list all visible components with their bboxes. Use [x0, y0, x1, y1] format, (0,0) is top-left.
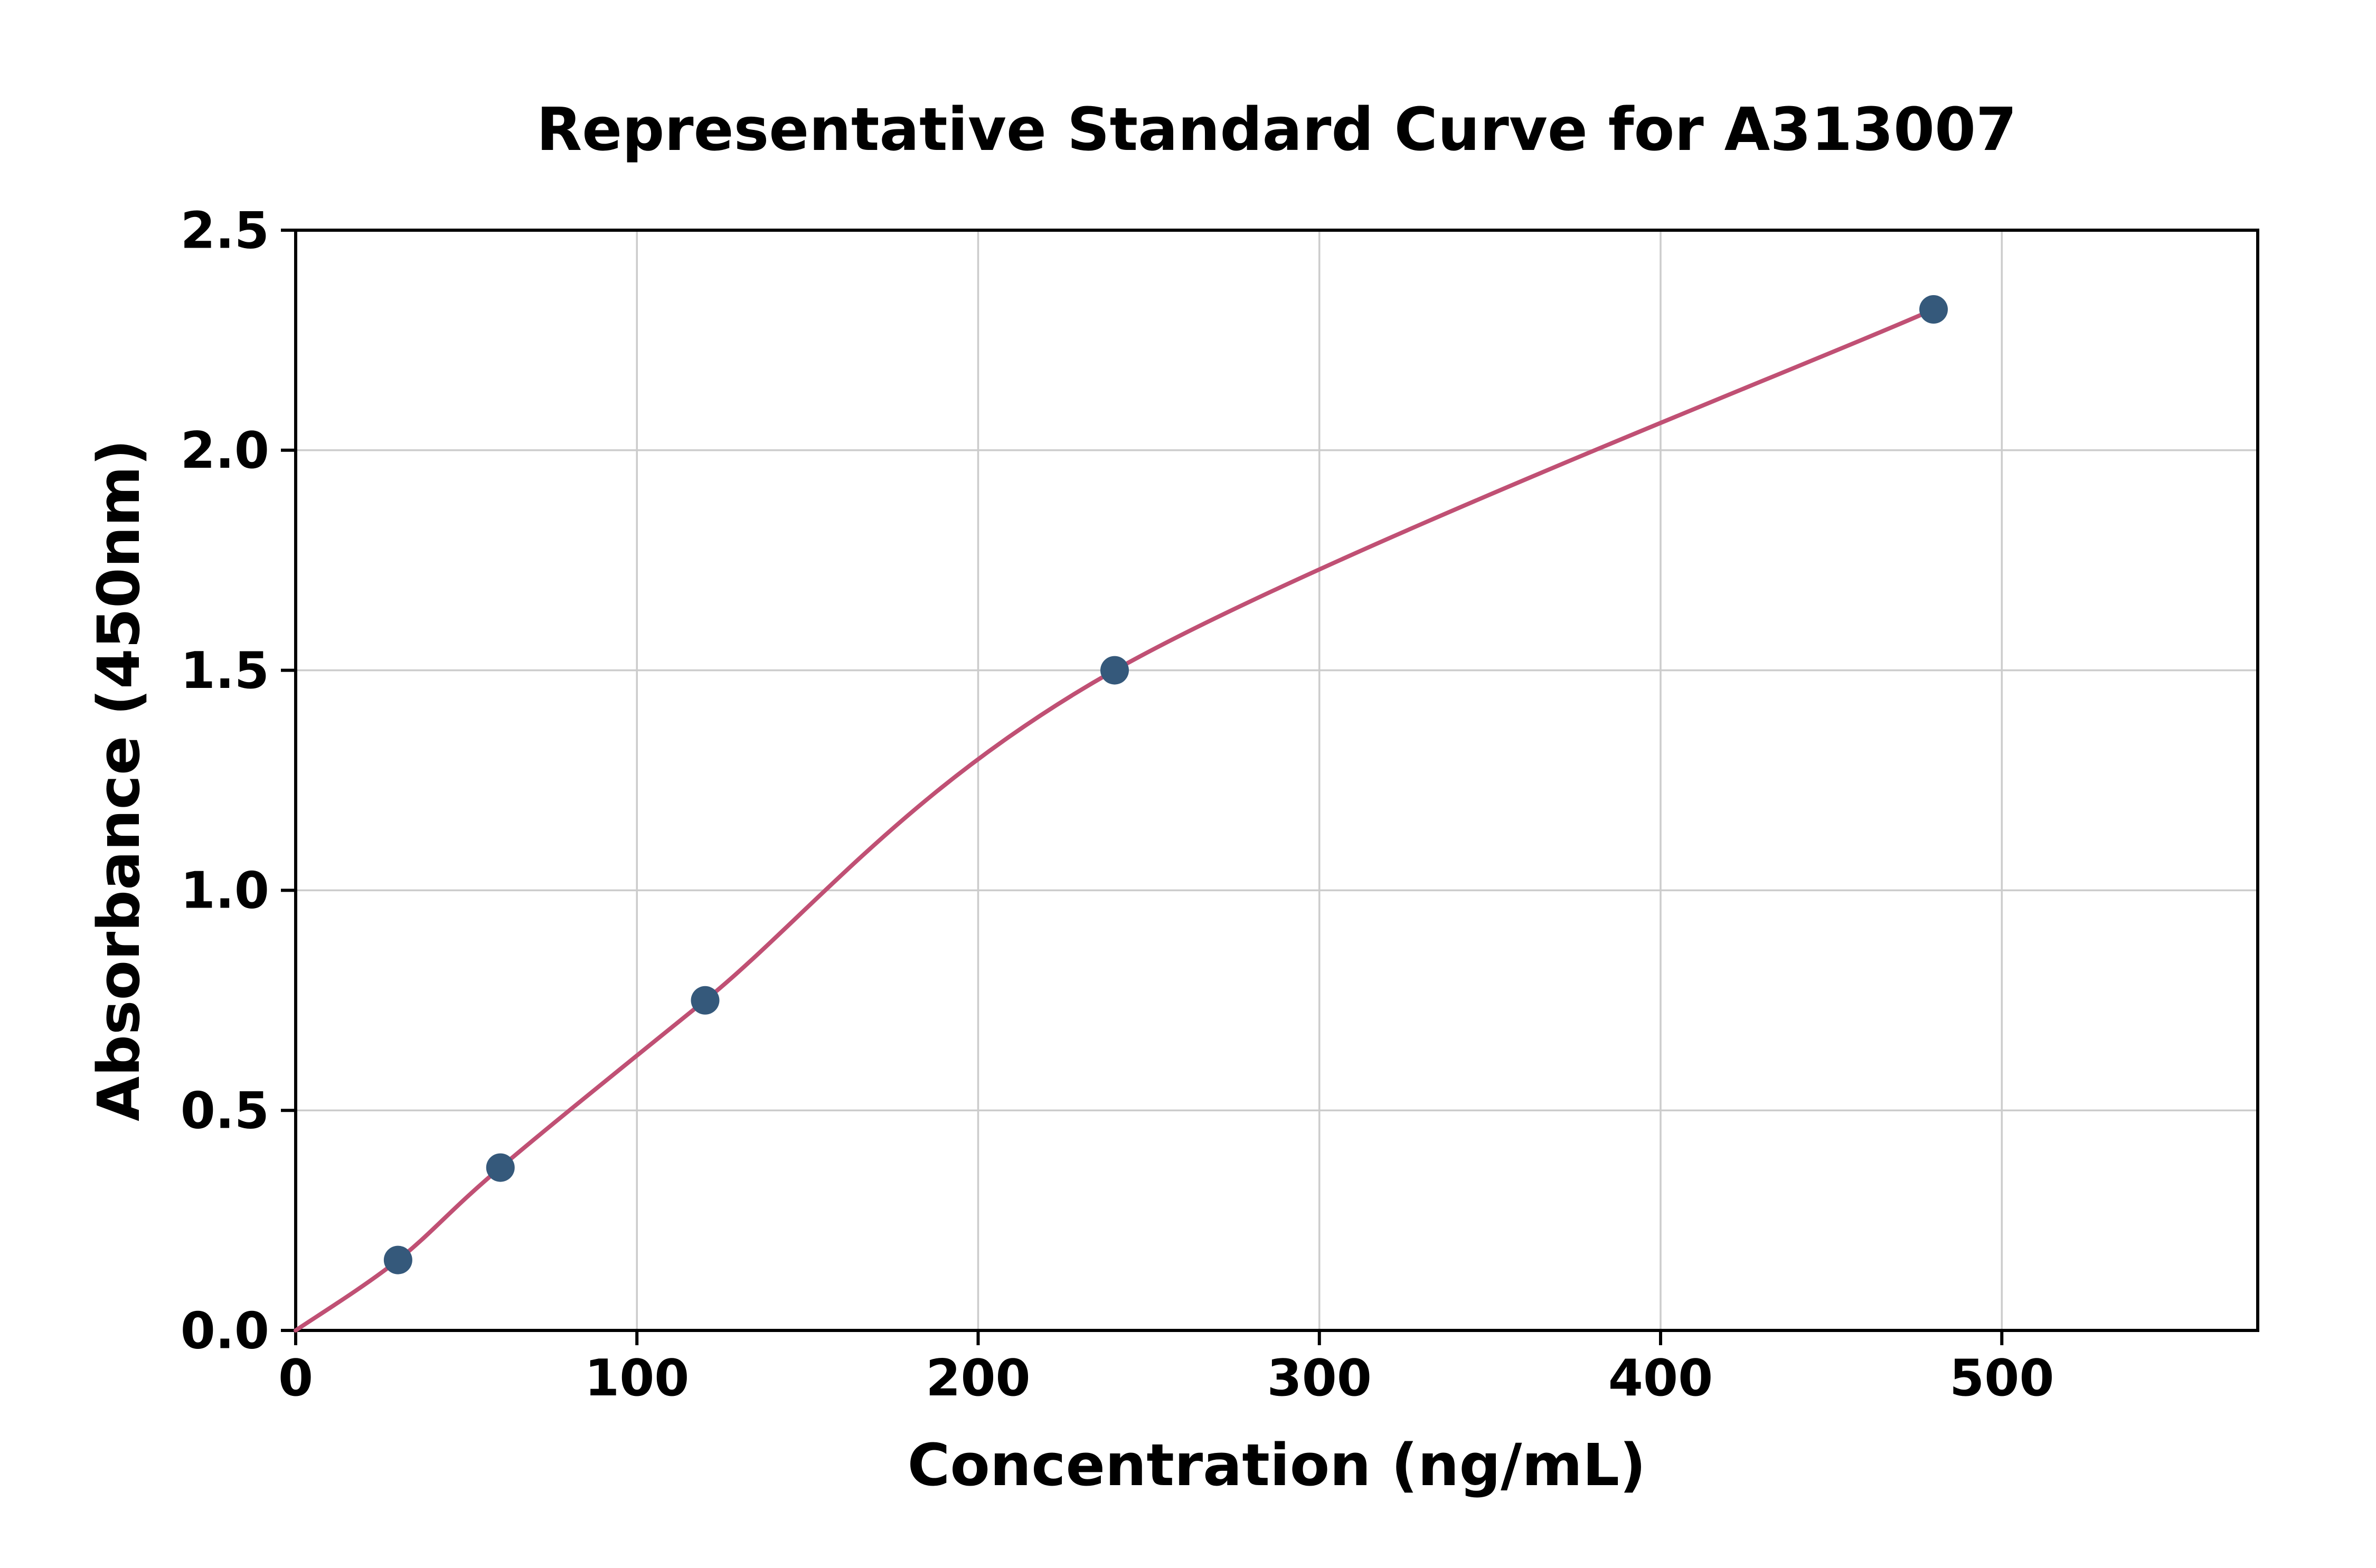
data-point [691, 986, 720, 1015]
x-axis-label: Concentration (ng/mL) [907, 1431, 1646, 1499]
y-tick-label: 2.0 [181, 422, 269, 480]
data-point [486, 1153, 515, 1182]
x-tick-label: 400 [1608, 1349, 1713, 1408]
x-tick-label: 300 [1267, 1349, 1372, 1408]
x-tick-label: 0 [278, 1349, 313, 1408]
data-point [1100, 656, 1129, 685]
y-axis-label: Absorbance (450nm) [85, 439, 153, 1121]
chart-title: Representative Standard Curve for A31300… [536, 96, 2017, 164]
x-tick-label: 500 [1949, 1349, 2054, 1408]
y-tick-label: 0.0 [181, 1302, 269, 1360]
y-tick-label: 2.5 [181, 202, 269, 260]
plot-border [294, 229, 2259, 1332]
fit-curve [294, 307, 1936, 1333]
y-tick-label: 1.0 [181, 862, 269, 920]
x-tick-label: 200 [926, 1349, 1030, 1408]
y-tick-label: 0.5 [181, 1082, 269, 1140]
x-tick-label: 100 [584, 1349, 689, 1408]
y-tick-label: 1.5 [181, 642, 269, 700]
data-point [383, 1245, 412, 1274]
data-point [1919, 295, 1948, 324]
